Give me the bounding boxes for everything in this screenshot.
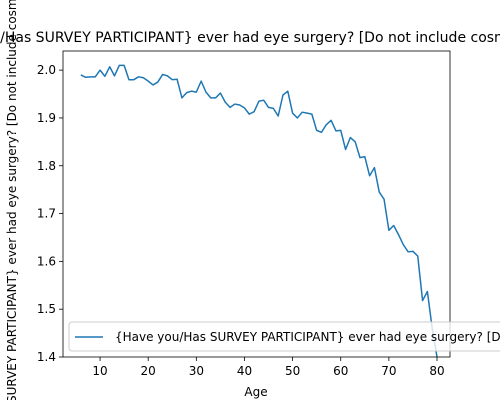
y-tick-label: 1.9: [37, 111, 56, 125]
x-axis-label: Age: [244, 385, 267, 399]
x-tick-label: 30: [189, 364, 204, 378]
y-tick-label: 1.6: [37, 254, 56, 268]
x-tick-label: 50: [285, 364, 300, 378]
legend: {Have you/Has SURVEY PARTICIPANT} ever h…: [68, 321, 500, 352]
y-tick-label: 2.0: [37, 63, 56, 77]
x-tick-label: 10: [92, 364, 107, 378]
x-tick-label: 70: [381, 364, 396, 378]
chart-title: {Have you/Has SURVEY PARTICIPANT} ever h…: [0, 30, 500, 46]
x-tick-label: 20: [141, 364, 156, 378]
legend-frame: [68, 321, 500, 352]
series-line-0: [80, 64, 438, 357]
x-tick-label: 40: [237, 364, 252, 378]
y-tick-label: 1.4: [37, 350, 56, 364]
x-tick-label: 60: [333, 364, 348, 378]
x-tick-label: 80: [429, 364, 444, 378]
y-tick-label: 1.7: [37, 207, 56, 221]
y-axis-label: {Have you/Has SURVEY PARTICIPANT} ever h…: [5, 0, 19, 400]
y-tick-label: 1.8: [37, 159, 56, 173]
y-tick-label: 1.5: [37, 302, 56, 316]
axes-frame: [62, 50, 451, 358]
plot-area: 10 20 30 40 50 60 70 80 1.4 1.5 1.6 1.7 1.8 1.9 2.0: [37, 50, 451, 378]
legend-entry-label: {Have you/Has SURVEY PARTICIPANT} ever h…: [115, 330, 500, 344]
